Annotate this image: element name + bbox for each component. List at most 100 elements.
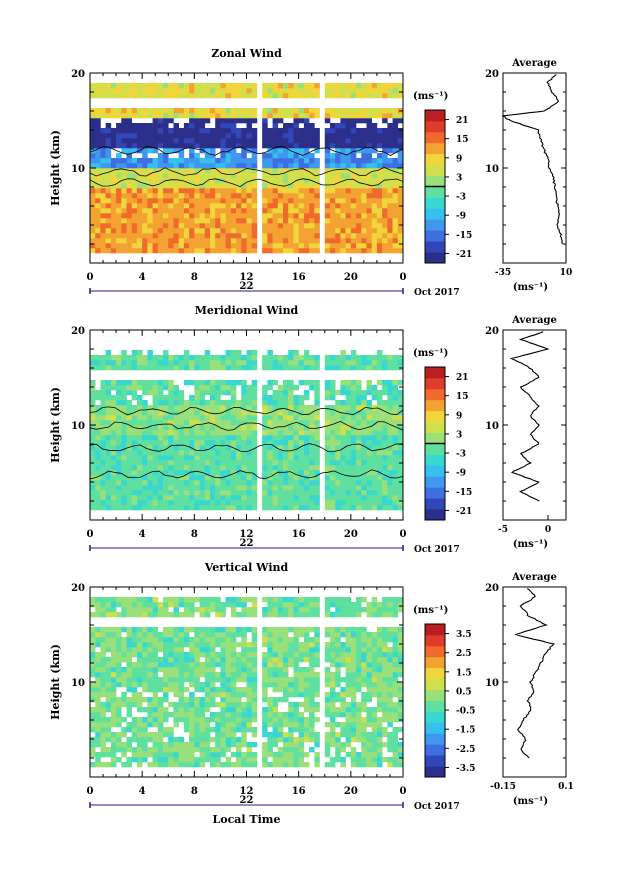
heatmap-cell — [324, 677, 331, 683]
heatmap-cell — [220, 602, 226, 608]
heatmap-cell — [345, 108, 352, 114]
heatmap-cell — [288, 143, 294, 149]
heatmap-cell — [178, 485, 185, 491]
heatmap-cell — [152, 163, 159, 169]
heatmap-cell — [397, 113, 404, 119]
heatmap-cell — [147, 597, 153, 603]
heatmap-cell — [298, 632, 305, 638]
heatmap-cell — [262, 188, 268, 194]
heatmap-cell — [199, 480, 206, 486]
heatmap-cell — [335, 455, 341, 461]
heatmap-cell — [283, 470, 289, 476]
heatmap-cell — [298, 188, 305, 194]
heatmap-cell — [126, 218, 133, 224]
heatmap-cell — [163, 742, 169, 748]
heatmap-cell — [356, 390, 362, 396]
heatmap-cell — [110, 495, 117, 501]
heatmap-cell — [209, 213, 216, 219]
heatmap-cell — [303, 727, 310, 733]
heatmap-cell — [163, 168, 169, 174]
heatmap-cell — [189, 465, 195, 471]
heatmap-cell — [209, 627, 216, 633]
heatmap-cell — [105, 350, 112, 356]
heatmap-cell — [90, 612, 96, 618]
heatmap-cell — [329, 385, 336, 391]
heatmap-cell — [309, 460, 315, 466]
heatmap-cell — [251, 395, 258, 401]
heatmap-cell — [131, 355, 138, 361]
heatmap-cell — [100, 410, 106, 416]
heatmap-cell — [293, 485, 299, 491]
heatmap-cell — [225, 682, 232, 688]
heatmap-cell — [105, 607, 112, 613]
heatmap-cell — [361, 193, 367, 199]
heatmap-cell — [288, 597, 294, 603]
heatmap-cell — [272, 143, 279, 149]
heatmap-cell — [199, 168, 206, 174]
heatmap-cell — [189, 602, 195, 608]
heatmap-cell — [361, 420, 367, 426]
heatmap-cell — [183, 365, 190, 371]
heatmap-cell — [152, 178, 159, 184]
heatmap-cell — [340, 505, 346, 511]
heatmap-cell — [178, 662, 185, 668]
heatmap-cell — [105, 123, 112, 129]
heatmap-cell — [126, 667, 133, 673]
heatmap-cell — [340, 460, 346, 466]
heatmap-cell — [209, 445, 216, 451]
heatmap-cell — [387, 203, 393, 209]
heatmap-cell — [194, 395, 200, 401]
heatmap-cell — [189, 420, 195, 426]
heatmap-cell — [189, 757, 195, 763]
heatmap-cell — [309, 702, 315, 708]
heatmap-cell — [147, 475, 153, 481]
heatmap-cell — [324, 747, 331, 753]
heatmap-cell — [142, 183, 148, 189]
heatmap-cell — [314, 637, 320, 643]
heatmap-cell — [152, 485, 159, 491]
heatmap-cell — [157, 128, 164, 134]
heatmap-cell — [136, 223, 143, 229]
heatmap-cell — [241, 440, 247, 446]
heatmap-cell — [340, 485, 346, 491]
heatmap-cell — [293, 747, 299, 753]
heatmap-cell — [121, 485, 127, 491]
heatmap-cell — [236, 747, 242, 753]
heatmap-cell — [298, 400, 305, 406]
heatmap-cell — [126, 480, 133, 486]
heatmap-cell — [392, 415, 399, 421]
heatmap-cell — [126, 652, 133, 658]
heatmap-cell — [293, 88, 299, 94]
heatmap-cell — [309, 88, 315, 94]
heatmap-cell — [142, 168, 148, 174]
heatmap-cell — [277, 652, 284, 658]
heatmap-cell — [350, 490, 357, 496]
heatmap-cell — [262, 505, 268, 511]
heatmap-cell — [241, 153, 247, 159]
heatmap-cell — [215, 133, 221, 139]
heatmap-cell — [100, 460, 106, 466]
heatmap-cell — [131, 652, 138, 658]
heatmap-cell — [366, 390, 372, 396]
heatmap-cell — [309, 213, 315, 219]
heatmap-cell — [204, 672, 211, 678]
heatmap-cell — [215, 652, 221, 658]
heatmap-cell — [251, 188, 258, 194]
heatmap-cell — [314, 662, 320, 668]
heatmap-cell — [100, 188, 106, 194]
heatmap-cell — [209, 667, 216, 673]
heatmap-cell — [163, 692, 169, 698]
heatmap-cell — [392, 203, 399, 209]
heatmap-cell — [335, 390, 341, 396]
heatmap-cell — [251, 762, 258, 768]
heatmap-cell — [272, 475, 279, 481]
heatmap-cell — [147, 173, 153, 179]
heatmap-cell — [324, 712, 331, 718]
heatmap-cell — [246, 742, 253, 748]
heatmap-cell — [335, 93, 341, 99]
heatmap-cell — [215, 692, 221, 698]
heatmap-cell — [136, 505, 143, 511]
heatmap-cell — [105, 602, 112, 608]
heatmap-cell — [105, 500, 112, 506]
heatmap-cell — [131, 747, 138, 753]
